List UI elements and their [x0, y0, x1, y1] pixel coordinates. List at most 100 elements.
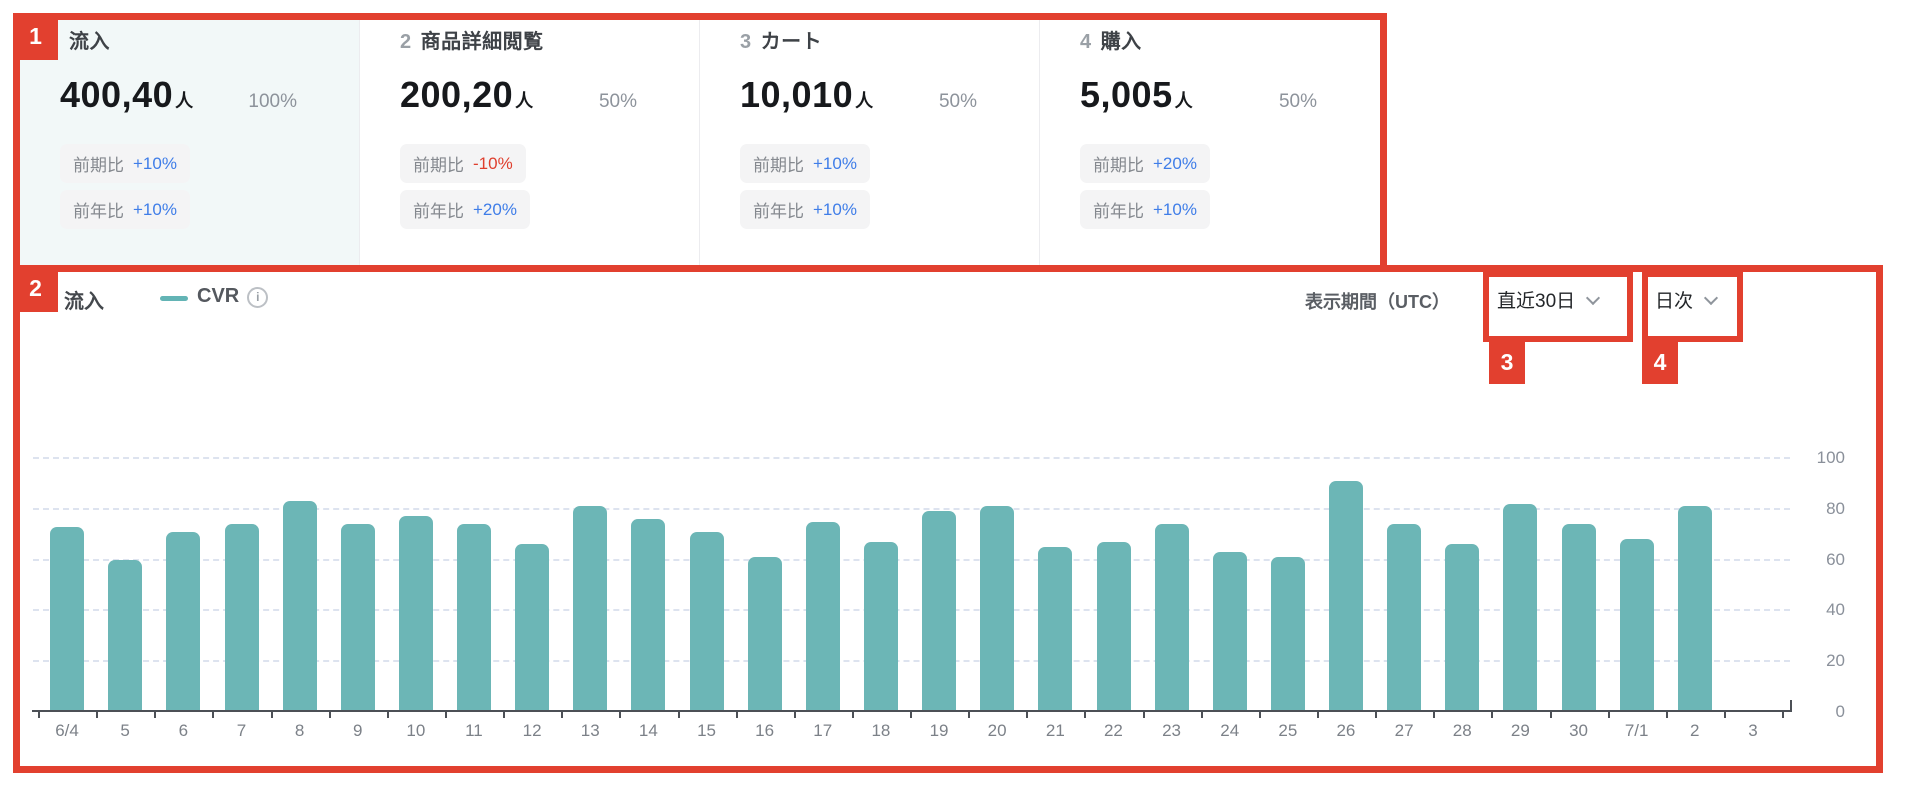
bar[interactable] — [398, 516, 433, 712]
bar[interactable] — [863, 541, 898, 712]
funnel-step-card-product-detail[interactable]: 2 商品詳細閲覧 200,20 人 50% 前期比 -10% 前年比 +20% — [360, 20, 700, 266]
x-axis-label: 8 — [294, 721, 305, 740]
axis-tick — [1433, 711, 1436, 718]
axis-tick — [444, 711, 447, 718]
y-axis-label: 100 — [1816, 448, 1845, 467]
annotation-badge-3: 3 — [1489, 340, 1525, 384]
funnel-step-title-label: カート — [760, 31, 823, 53]
x-axis-label: 6/4 — [55, 721, 79, 740]
x-axis-label: 3 — [1748, 721, 1758, 740]
bar[interactable] — [573, 506, 608, 712]
axis-tick — [968, 711, 971, 718]
bar[interactable] — [224, 524, 259, 712]
cvr-line-legend-icon — [160, 295, 188, 301]
y-axis-label: 80 — [1826, 498, 1845, 518]
bar[interactable] — [515, 544, 550, 712]
period-dropdown[interactable]: 直近30日 — [1497, 286, 1601, 313]
x-axis-label: 29 — [1510, 721, 1530, 740]
x-axis-label: 28 — [1452, 721, 1472, 740]
annotation-badge-4: 4 — [1642, 340, 1678, 384]
prev-period-value: +10% — [133, 153, 177, 173]
x-axis-label: 14 — [638, 721, 658, 740]
gridline — [33, 457, 1790, 459]
axis-tick — [386, 711, 389, 718]
chart-title: 流入 — [64, 291, 104, 313]
axis-tick — [1723, 711, 1726, 718]
x-axis-label: 25 — [1278, 721, 1298, 740]
bar[interactable] — [340, 524, 375, 712]
gridline — [33, 558, 1790, 561]
legend-label: CVR — [197, 285, 240, 307]
axis-tick — [1316, 711, 1319, 718]
funnel-step-title-label: 購入 — [1100, 31, 1142, 53]
funnel-step-title: 流入 — [60, 30, 359, 54]
axis-tick — [793, 711, 796, 718]
granularity-dropdown[interactable]: 日次 — [1655, 286, 1719, 313]
bar[interactable] — [1561, 524, 1596, 712]
x-axis-label: 23 — [1162, 721, 1181, 740]
bar[interactable] — [1503, 503, 1538, 712]
period-dropdown-value: 直近30日 — [1497, 291, 1576, 312]
bar[interactable] — [108, 559, 143, 712]
axis-tick — [1142, 711, 1145, 718]
funnel-step-index: 2 — [400, 31, 412, 53]
bar[interactable] — [922, 511, 957, 712]
axis-tick — [270, 711, 273, 718]
bar[interactable] — [1212, 552, 1247, 712]
funnel-step-unit: 人 — [855, 91, 874, 111]
bar[interactable] — [631, 519, 666, 712]
prev-period-chip: 前期比 +20% — [1080, 144, 1210, 183]
y-axis-label: 60 — [1826, 549, 1845, 569]
bar[interactable] — [747, 557, 782, 712]
bar[interactable] — [1096, 541, 1131, 712]
axis-tick — [735, 711, 738, 718]
bar[interactable] — [1154, 524, 1189, 712]
bar[interactable] — [1038, 546, 1073, 712]
bar[interactable] — [457, 524, 491, 712]
x-axis-label: 7/1 — [1624, 721, 1649, 740]
y-axis-label: 20 — [1826, 651, 1845, 671]
info-icon[interactable]: i — [247, 286, 269, 308]
y-axis-label: 0 — [1835, 702, 1845, 721]
funnel-step-card-purchase[interactable]: 4 購入 5,005 人 50% 前期比 +20% 前年比 +10% — [1040, 20, 1380, 266]
funnel-step-value: 200,20 — [400, 74, 514, 115]
legend-item-cvr[interactable]: CVR i — [160, 285, 269, 308]
bar[interactable] — [50, 526, 85, 712]
bar[interactable] — [1387, 524, 1422, 712]
bar[interactable] — [1445, 544, 1480, 712]
axis-tick — [851, 711, 854, 718]
x-axis-label: 21 — [1045, 721, 1065, 740]
bar[interactable] — [689, 531, 724, 712]
bar[interactable] — [282, 501, 317, 712]
axis-tick — [328, 711, 331, 718]
funnel-step-value: 400,40 — [60, 74, 174, 115]
funnel-step-index: 4 — [1080, 31, 1092, 53]
x-axis-label: 5 — [120, 721, 130, 740]
funnel-step-card-inflow[interactable]: 流入 400,40 人 100% 前期比 +10% 前年比 +10% — [20, 20, 360, 266]
bar[interactable] — [1329, 480, 1363, 712]
prev-period-value: -10% — [473, 153, 513, 173]
x-axis-label: 16 — [755, 721, 775, 740]
x-axis-label: 15 — [697, 721, 716, 740]
funnel-step-rate: 100% — [248, 91, 297, 112]
bar[interactable] — [980, 506, 1015, 712]
bar[interactable] — [805, 521, 840, 712]
bar[interactable] — [1270, 557, 1305, 712]
prev-year-value: +10% — [133, 199, 177, 219]
funnel-step-title-label: 流入 — [69, 31, 110, 53]
bar[interactable] — [1619, 539, 1654, 712]
funnel-step-value: 5,005 — [1080, 74, 1173, 115]
bar[interactable] — [1677, 506, 1712, 712]
funnel-step-title: 3 カート — [740, 30, 1039, 54]
funnel-step-value: 10,010 — [740, 74, 854, 115]
axis-tick — [561, 711, 564, 718]
axis-tick — [1375, 711, 1378, 718]
axis-tick — [1258, 711, 1261, 718]
axis-tick — [503, 711, 506, 718]
x-axis-label: 20 — [987, 721, 1007, 740]
x-axis-label: 18 — [871, 721, 891, 740]
funnel-step-title: 2 商品詳細閲覧 — [400, 30, 699, 54]
bar[interactable] — [166, 531, 201, 712]
axis-tick — [1491, 711, 1494, 718]
funnel-step-card-cart[interactable]: 3 カート 10,010 人 50% 前期比 +10% 前年比 +10% — [700, 20, 1040, 266]
